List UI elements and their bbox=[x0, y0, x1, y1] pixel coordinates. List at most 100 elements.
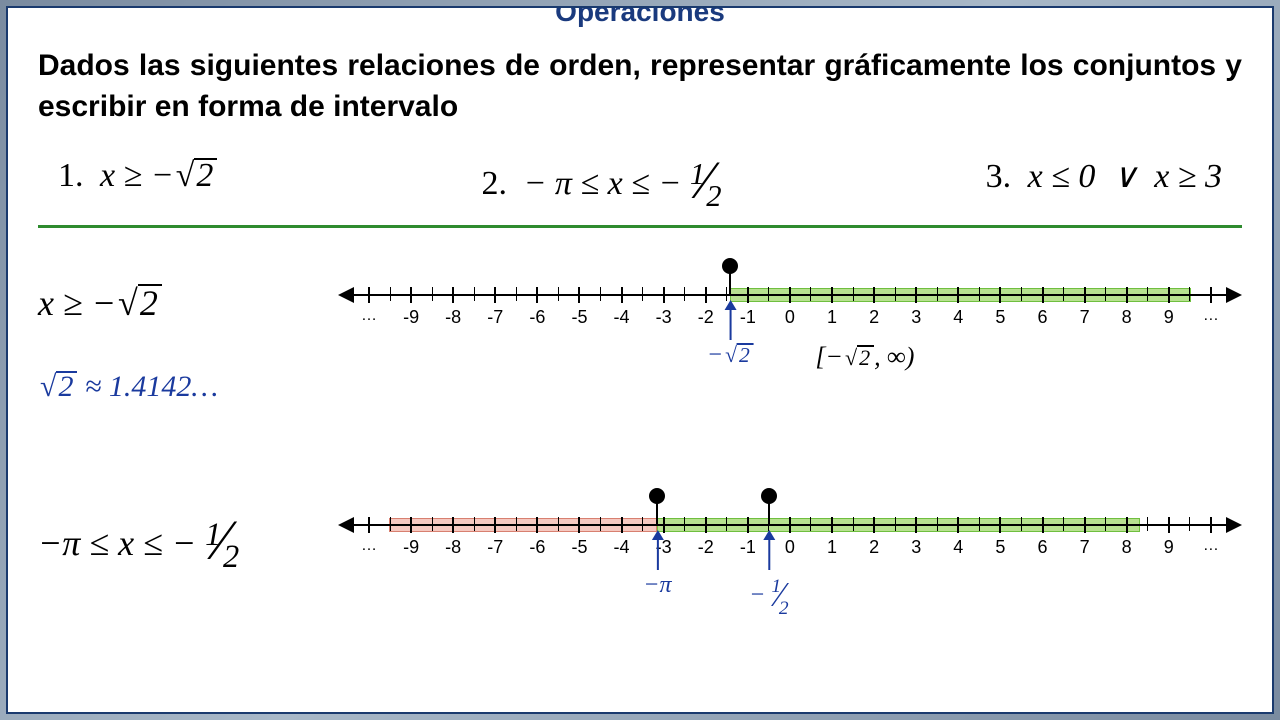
solution-1-expr: x ≥ −2 bbox=[38, 282, 338, 324]
minor-tick bbox=[684, 517, 685, 531]
minor-tick bbox=[1105, 287, 1106, 301]
slide-title: Operaciones bbox=[38, 6, 1242, 28]
major-tick: -4 bbox=[621, 287, 623, 303]
major-tick: -6 bbox=[536, 287, 538, 303]
minor-tick bbox=[810, 287, 811, 301]
tick-label: 2 bbox=[869, 307, 879, 328]
major-tick: 7 bbox=[1084, 287, 1086, 303]
value-marker: −2 bbox=[707, 300, 754, 369]
tick-label: 8 bbox=[1122, 537, 1132, 558]
problem-3-expr: x ≤ 0 ∨ x ≥ 3 bbox=[1028, 158, 1222, 195]
up-arrow-icon bbox=[724, 300, 736, 310]
major-tick: 5 bbox=[999, 517, 1001, 533]
minor-tick bbox=[558, 287, 559, 301]
tick-label: 1 bbox=[827, 537, 837, 558]
minor-tick bbox=[1063, 287, 1064, 301]
minor-tick bbox=[684, 287, 685, 301]
problem-1-number: 1. bbox=[58, 157, 84, 194]
tick-label: 9 bbox=[1164, 537, 1174, 558]
problem-1-expr: x ≥ −2 bbox=[100, 157, 217, 194]
minor-tick bbox=[642, 517, 643, 531]
major-tick: -5 bbox=[578, 287, 580, 303]
minor-tick bbox=[516, 287, 517, 301]
tick-label: … bbox=[1203, 537, 1219, 555]
major-tick: -7 bbox=[494, 287, 496, 303]
solution-2-expr: −π ≤ x ≤ − 1⁄2 bbox=[38, 504, 338, 569]
solution-1-approx: 2 ≈ 1.4142… bbox=[38, 370, 338, 404]
minor-tick bbox=[895, 287, 896, 301]
minor-tick bbox=[558, 517, 559, 531]
minor-tick bbox=[432, 517, 433, 531]
major-tick: -4 bbox=[621, 517, 623, 533]
arrow-right-icon bbox=[1226, 517, 1242, 533]
tick-label: 4 bbox=[953, 537, 963, 558]
solution-1-lhs: x ≥ −2 2 ≈ 1.4142… bbox=[38, 252, 338, 404]
tick-label: -4 bbox=[614, 307, 630, 328]
minor-tick bbox=[895, 517, 896, 531]
major-tick: -7 bbox=[494, 517, 496, 533]
problem-2-expr: − π ≤ x ≤ − 1⁄2 bbox=[523, 165, 721, 202]
problem-1: 1. x ≥ −2 bbox=[58, 157, 217, 195]
major-tick: … bbox=[1210, 517, 1212, 533]
tick-label: -8 bbox=[445, 307, 461, 328]
minor-tick bbox=[853, 517, 854, 531]
tick-label: -4 bbox=[614, 537, 630, 558]
major-tick: -2 bbox=[705, 517, 707, 533]
tick-label: 5 bbox=[995, 307, 1005, 328]
major-tick: 8 bbox=[1126, 517, 1128, 533]
up-arrow-icon bbox=[651, 530, 663, 540]
tick-label: -5 bbox=[571, 307, 587, 328]
tick-label: -3 bbox=[656, 307, 672, 328]
major-tick: 0 bbox=[789, 517, 791, 533]
minor-tick bbox=[937, 517, 938, 531]
tick-label: -8 bbox=[445, 537, 461, 558]
instruction-text: Dados las siguientes relaciones de orden… bbox=[38, 46, 1242, 127]
closed-point-icon bbox=[761, 488, 777, 504]
minor-tick bbox=[1063, 517, 1064, 531]
tick-label: 6 bbox=[1037, 307, 1047, 328]
tick-label: -6 bbox=[529, 307, 545, 328]
tick-label: 9 bbox=[1164, 307, 1174, 328]
up-arrow-icon bbox=[763, 530, 775, 540]
major-tick: -6 bbox=[536, 517, 538, 533]
major-tick: … bbox=[1210, 287, 1212, 303]
solution-2-lhs: −π ≤ x ≤ − 1⁄2 bbox=[38, 482, 338, 569]
minor-tick bbox=[1021, 287, 1022, 301]
major-tick: 9 bbox=[1168, 517, 1170, 533]
minor-tick bbox=[853, 287, 854, 301]
minor-tick bbox=[979, 287, 980, 301]
numberline-2: …-9-8-7-6-5-4-3-2-10123456789…−π− 1⁄2 bbox=[338, 482, 1242, 652]
tick-label: 5 bbox=[995, 537, 1005, 558]
major-tick: … bbox=[368, 287, 370, 303]
arrow-left-icon bbox=[338, 287, 354, 303]
major-tick: 4 bbox=[957, 517, 959, 533]
interval-notation: [−2, ∞) bbox=[815, 342, 914, 372]
marker-label: −π bbox=[643, 572, 671, 599]
tick-label: -5 bbox=[571, 537, 587, 558]
minor-tick bbox=[390, 287, 391, 301]
value-marker: − 1⁄2 bbox=[749, 530, 788, 611]
major-tick: -3 bbox=[663, 287, 665, 303]
solution-row-1: x ≥ −2 2 ≈ 1.4142… …-9-8-7-6-5-4-3-2-101… bbox=[38, 252, 1242, 422]
numberline-1: …-9-8-7-6-5-4-3-2-10123456789…−2[−2, ∞) bbox=[338, 252, 1242, 422]
major-tick: 3 bbox=[915, 517, 917, 533]
arrow-right-icon bbox=[1226, 287, 1242, 303]
minor-tick bbox=[1105, 517, 1106, 531]
tick-label: -9 bbox=[403, 537, 419, 558]
closed-point-icon bbox=[649, 488, 665, 504]
tick-label: 2 bbox=[869, 537, 879, 558]
minor-tick bbox=[1147, 287, 1148, 301]
marker-label: −2 bbox=[707, 342, 754, 369]
minor-tick bbox=[937, 287, 938, 301]
major-tick: 7 bbox=[1084, 517, 1086, 533]
major-tick: -9 bbox=[410, 517, 412, 533]
minor-tick bbox=[979, 517, 980, 531]
tick-label: 6 bbox=[1037, 537, 1047, 558]
tick-label: -6 bbox=[529, 537, 545, 558]
tick-label: … bbox=[361, 537, 377, 555]
problem-2-number: 2. bbox=[481, 165, 507, 202]
arrow-left-icon bbox=[338, 517, 354, 533]
major-tick: 6 bbox=[1042, 287, 1044, 303]
minor-tick bbox=[474, 517, 475, 531]
divider-line bbox=[38, 225, 1242, 228]
